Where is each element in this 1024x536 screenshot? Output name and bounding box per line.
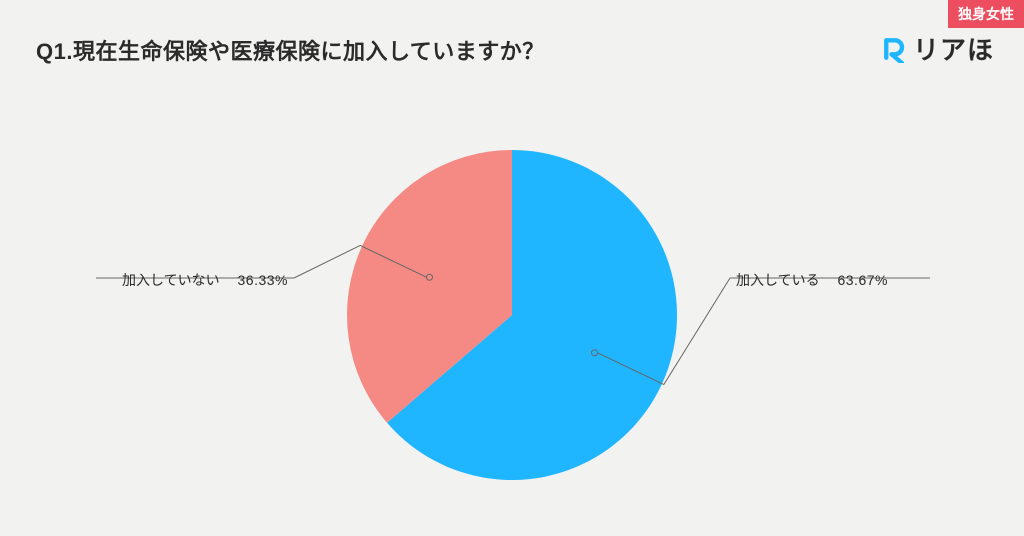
slice-label-text: 加入していない [122,272,220,288]
slice-label-pct: 36.33% [238,272,288,288]
slice-label-pct: 63.67% [837,272,887,288]
slice-label-enrolled: 加入している 63.67% [736,270,888,290]
pie-chart [0,0,1024,536]
slice-label-text: 加入している [736,272,820,288]
slice-label-not-enrolled: 加入していない 36.33% [122,270,288,290]
